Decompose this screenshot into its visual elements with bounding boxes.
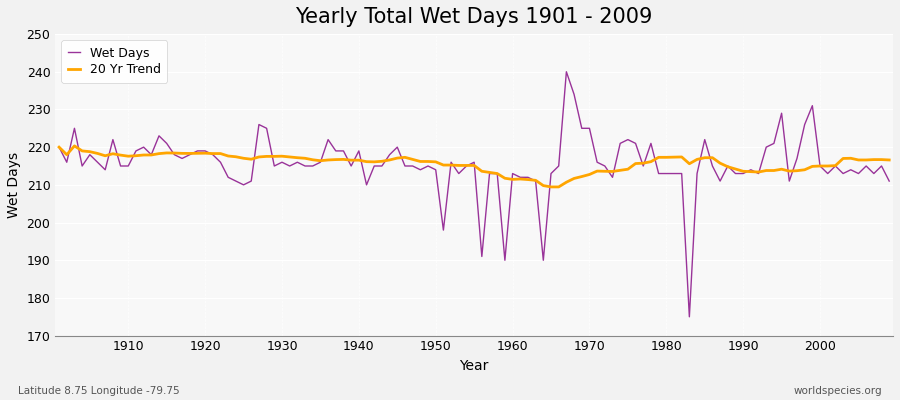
20 Yr Trend [54,145,65,150]
Wet Days [284,164,295,168]
Legend: Wet Days, 20 Yr Trend: Wet Days, 20 Yr Trend [61,40,167,82]
X-axis label: Year: Year [460,359,489,373]
20 Yr Trend [615,168,626,173]
20 Yr Trend [292,155,302,160]
Title: Yearly Total Wet Days 1901 - 2009: Yearly Total Wet Days 1901 - 2009 [295,7,652,27]
20 Yr Trend [69,144,80,148]
20 Yr Trend [508,177,518,182]
20 Yr Trend [884,158,895,162]
Wet Days [608,175,618,180]
20 Yr Trend [338,157,349,162]
Wet Days [684,314,695,319]
Text: worldspecies.org: worldspecies.org [794,386,882,396]
Wet Days [115,164,126,168]
Y-axis label: Wet Days: Wet Days [7,152,21,218]
20 Yr Trend [515,177,526,182]
Line: 20 Yr Trend: 20 Yr Trend [59,146,889,187]
Wet Days [54,145,65,150]
Wet Days [508,171,518,176]
Wet Days [330,148,341,153]
Wet Days [500,258,510,263]
Line: Wet Days: Wet Days [59,72,889,317]
20 Yr Trend [123,154,134,158]
Wet Days [884,179,895,184]
Text: Latitude 8.75 Longitude -79.75: Latitude 8.75 Longitude -79.75 [18,386,180,396]
20 Yr Trend [545,184,556,189]
Wet Days [561,69,572,74]
